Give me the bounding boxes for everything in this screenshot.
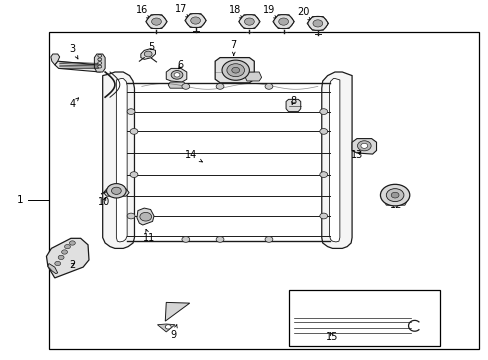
Circle shape	[165, 325, 171, 329]
Polygon shape	[306, 17, 328, 30]
Circle shape	[278, 18, 288, 25]
Polygon shape	[329, 78, 339, 242]
Text: 19: 19	[262, 5, 275, 15]
Bar	[288, 290, 439, 346]
Polygon shape	[94, 54, 105, 72]
Text: 1: 1	[17, 195, 24, 205]
Polygon shape	[215, 58, 254, 83]
Text: 5: 5	[147, 42, 154, 55]
Circle shape	[182, 237, 189, 242]
Text: 10: 10	[97, 197, 110, 207]
Polygon shape	[137, 208, 154, 225]
Text: 9: 9	[170, 324, 177, 340]
Circle shape	[386, 189, 403, 202]
Polygon shape	[321, 72, 351, 248]
Circle shape	[319, 213, 327, 219]
Polygon shape	[238, 15, 260, 28]
Polygon shape	[165, 302, 189, 321]
Circle shape	[55, 261, 61, 266]
Polygon shape	[51, 54, 60, 65]
Circle shape	[264, 237, 272, 242]
Circle shape	[130, 172, 138, 177]
Circle shape	[174, 73, 180, 77]
Circle shape	[319, 172, 327, 177]
Polygon shape	[102, 72, 134, 248]
Polygon shape	[157, 324, 175, 332]
Circle shape	[106, 184, 126, 198]
Polygon shape	[290, 309, 304, 340]
Circle shape	[140, 212, 151, 221]
Text: 15: 15	[325, 332, 338, 342]
Text: 8: 8	[290, 96, 296, 106]
Circle shape	[226, 64, 244, 77]
Text: 20: 20	[296, 7, 309, 17]
Polygon shape	[168, 82, 185, 88]
Polygon shape	[384, 199, 406, 205]
Polygon shape	[145, 15, 167, 28]
Polygon shape	[166, 68, 186, 82]
Text: 7: 7	[230, 40, 236, 55]
Circle shape	[216, 237, 224, 242]
Circle shape	[222, 60, 249, 80]
Text: 11: 11	[142, 229, 155, 243]
Polygon shape	[141, 49, 155, 59]
Circle shape	[264, 84, 272, 89]
Text: 6: 6	[178, 60, 183, 70]
Text: 4: 4	[69, 98, 79, 109]
Text: 12: 12	[389, 197, 402, 210]
Circle shape	[190, 17, 200, 24]
Circle shape	[127, 213, 135, 219]
Circle shape	[312, 20, 322, 27]
Circle shape	[130, 129, 138, 134]
Circle shape	[231, 67, 239, 73]
Polygon shape	[46, 238, 89, 278]
Circle shape	[111, 187, 121, 194]
Bar	[49, 32, 478, 349]
Circle shape	[360, 143, 367, 148]
Text: 3: 3	[69, 44, 78, 59]
Polygon shape	[244, 72, 261, 81]
Circle shape	[182, 84, 189, 89]
Polygon shape	[103, 189, 129, 196]
Circle shape	[151, 18, 161, 25]
Polygon shape	[272, 15, 294, 28]
Text: 14: 14	[184, 150, 202, 162]
Polygon shape	[285, 99, 300, 112]
Text: 18: 18	[228, 5, 241, 15]
Circle shape	[64, 244, 70, 249]
Text: 16: 16	[135, 5, 148, 15]
Circle shape	[244, 18, 254, 25]
Circle shape	[319, 129, 327, 134]
Polygon shape	[290, 313, 417, 338]
Polygon shape	[116, 78, 127, 242]
Text: 13: 13	[350, 150, 363, 160]
Text: 17: 17	[174, 4, 187, 14]
Circle shape	[61, 250, 67, 254]
Circle shape	[319, 109, 327, 114]
Circle shape	[171, 71, 183, 79]
Circle shape	[357, 141, 370, 151]
Polygon shape	[55, 61, 102, 72]
Text: 2: 2	[69, 260, 75, 270]
Polygon shape	[351, 139, 376, 154]
Circle shape	[216, 84, 224, 89]
Circle shape	[144, 51, 152, 57]
Polygon shape	[184, 14, 206, 27]
Circle shape	[380, 184, 409, 206]
Circle shape	[390, 192, 398, 198]
Polygon shape	[48, 264, 58, 274]
Circle shape	[58, 255, 64, 260]
Circle shape	[127, 109, 135, 114]
Circle shape	[69, 241, 75, 245]
